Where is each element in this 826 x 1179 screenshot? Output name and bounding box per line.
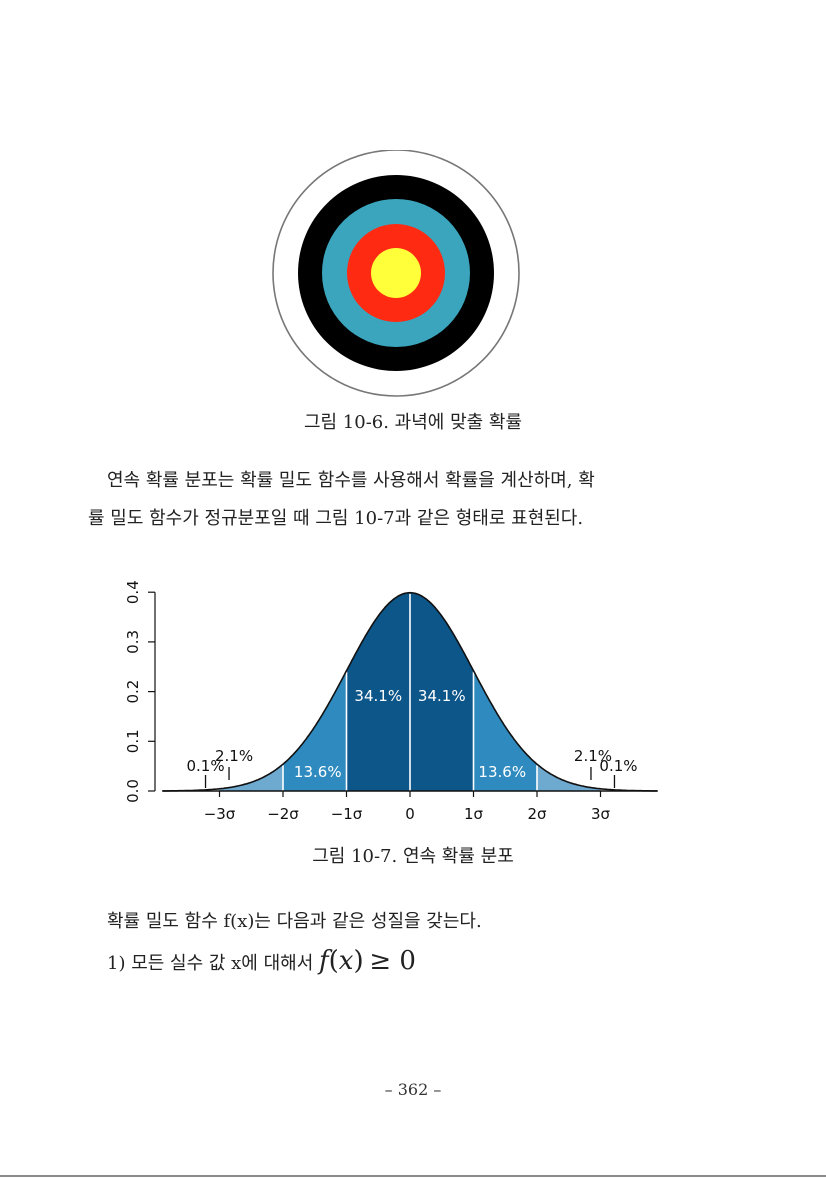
region-label-5: 2.1% — [574, 747, 612, 765]
region-5 — [537, 764, 601, 791]
figure-10-7-caption: 그림 10-7. 연속 확률 분포 — [312, 846, 514, 867]
region-label-3: 34.1% — [418, 687, 466, 705]
paragraph-1-line-1: 연속 확률 분포는 확률 밀도 함수를 사용해서 확률을 계산하며, 확 — [107, 470, 595, 491]
bottom-rule — [0, 1175, 826, 1177]
property-1: 1) 모든 실수 값 x에 대해서 f(x) ≥ 0 — [107, 942, 416, 983]
x-tick-label: 2σ — [527, 805, 547, 823]
y-tick-label: 0.2 — [124, 680, 142, 704]
math-open-paren: ( — [328, 946, 339, 976]
tail-label-0: 0.1% — [186, 757, 224, 775]
percent-labels: 2.1%13.6%34.1% 34.1%13.6%2.1%0.1% 0.1% — [186, 687, 638, 788]
paragraph-2-text: 확률 밀도 함수 f(x)는 다음과 같은 성질을 갖는다. — [107, 911, 482, 932]
target-figure — [272, 150, 520, 397]
math-x: x — [338, 946, 354, 976]
region-label-2: 34.1% — [354, 687, 402, 705]
x-tick-label: 1σ — [464, 805, 484, 823]
x-tick-label: −1σ — [331, 805, 363, 823]
y-tick-label: 0.4 — [124, 580, 142, 604]
density-curve — [162, 591, 658, 792]
region-label-1: 13.6% — [294, 763, 342, 781]
page-number: – 362 – — [384, 1080, 442, 1099]
math-f: f — [319, 946, 329, 976]
x-tick-label: −3σ — [204, 805, 236, 823]
figure-10-6-caption: 그림 10-6. 과녁에 맞출 확률 — [303, 412, 523, 433]
math-close-paren: ) — [353, 946, 364, 976]
chart-dividers — [282, 593, 538, 791]
y-tick-label: 0.1 — [124, 729, 142, 753]
region-label-4: 13.6% — [478, 763, 526, 781]
x-axis: −3σ −2σ −1σ 0 1σ 2σ 3σ — [204, 791, 611, 823]
region-0 — [219, 764, 283, 791]
x-tick-label: 3σ — [591, 805, 611, 823]
property-1-prefix: 1) 모든 실수 값 x에 대해서 — [107, 953, 314, 974]
x-tick-label: −2σ — [267, 805, 299, 823]
math-relation: ≥ 0 — [369, 946, 416, 976]
y-tick-label: 0.3 — [124, 630, 142, 654]
tail-label-1: 0.1% — [599, 757, 637, 775]
normal-distribution-chart: 0.0 0.1 0.2 0.3 0.4 −3σ −2σ −1σ 0 1σ 2σ 3σ 2.1% 13.… — [124, 580, 658, 823]
paragraph-1-line-2: 률 밀도 함수가 정규분포일 때 그림 10-7과 같은 형태로 표현된다. — [88, 508, 584, 529]
y-tick-label: 0.0 — [124, 779, 142, 803]
paragraph-2: 확률 밀도 함수 f(x)는 다음과 같은 성질을 갖는다. — [107, 903, 482, 941]
y-axis: 0.0 0.1 0.2 0.3 0.4 — [124, 580, 156, 803]
region-label-0: 2.1% — [215, 747, 253, 765]
x-tick-label: 0 — [405, 805, 415, 823]
target-center — [371, 248, 421, 298]
